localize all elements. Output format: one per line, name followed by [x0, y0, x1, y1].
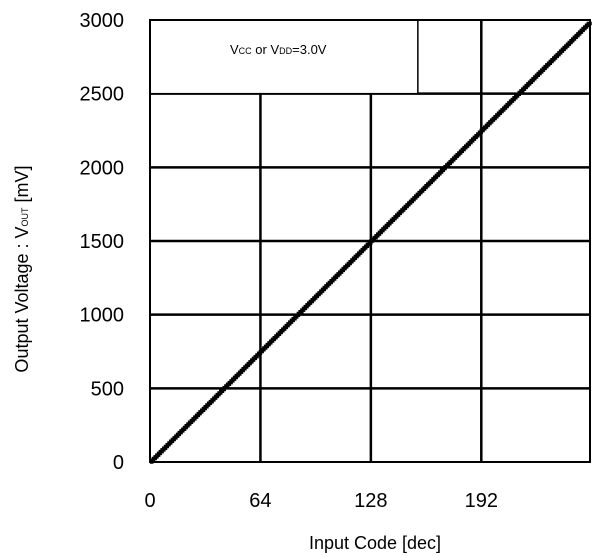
annotation-text: =3.0V — [292, 42, 327, 57]
y-axis-title: Output Voltage : VOUT [mV] — [12, 165, 32, 372]
y-tick-label: 2000 — [80, 157, 125, 179]
series-line — [149, 21, 592, 464]
y-axis-title-sub: OUT — [20, 207, 30, 227]
y-tick-label: 500 — [91, 378, 124, 400]
x-tick-label: 64 — [249, 490, 271, 512]
series-layer — [149, 21, 592, 464]
annotation-label: VCC or VDD=3.0V — [230, 42, 327, 57]
x-tick-label: 128 — [354, 490, 387, 512]
y-tick-label: 3000 — [80, 10, 125, 32]
y-axis-ticks: 0 500 1000 1500 2000 2500 3000 — [80, 10, 125, 474]
y-tick-label: 1000 — [80, 305, 125, 327]
y-axis-title-unit: [mV] — [12, 165, 32, 207]
annotation-subscript: DD — [279, 46, 292, 56]
x-tick-label: 192 — [465, 490, 498, 512]
x-tick-label: 0 — [144, 490, 155, 512]
x-axis-ticks: 0 64 128 192 — [144, 490, 498, 512]
y-axis-title-main: Output Voltage : V — [12, 226, 32, 372]
annotation-text: or V — [252, 42, 280, 57]
annotation-box — [149, 19, 419, 95]
y-tick-label: 0 — [113, 452, 124, 474]
x-axis-title: Input Code [dec] — [309, 533, 441, 553]
y-tick-label: 1500 — [80, 231, 125, 253]
y-tick-label: 2500 — [80, 84, 125, 106]
annotation-text: V — [230, 42, 239, 57]
annotation-subscript: CC — [239, 46, 252, 56]
plot-frame — [149, 19, 591, 463]
